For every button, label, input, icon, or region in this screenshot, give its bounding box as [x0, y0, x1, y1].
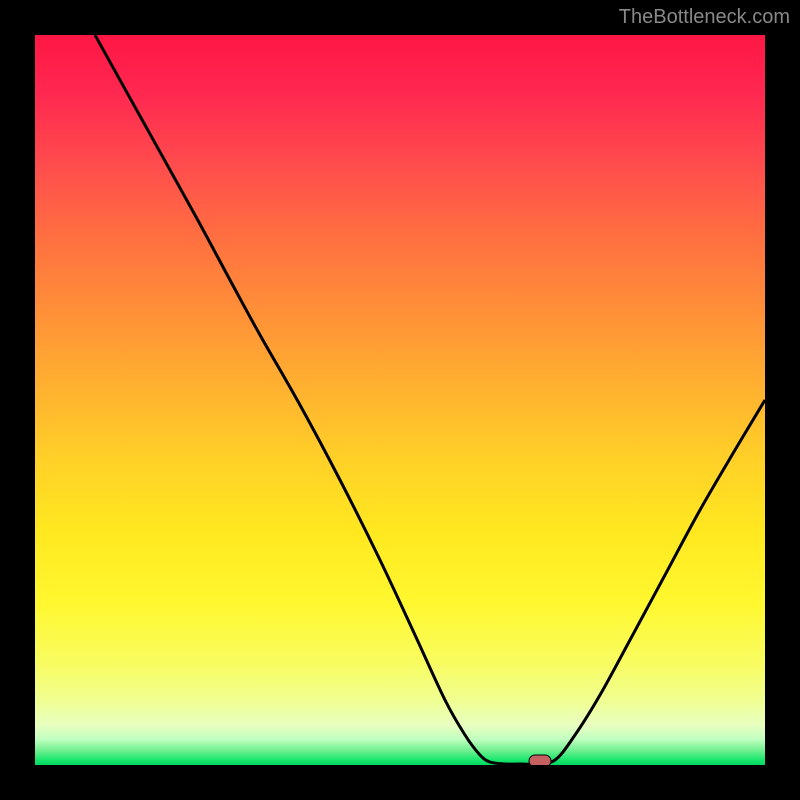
watermark-text: TheBottleneck.com: [619, 6, 790, 29]
bottleneck-curve: [95, 35, 765, 764]
chart-plot-area: [35, 35, 765, 765]
optimal-marker: [529, 755, 551, 765]
curve-layer: [35, 35, 765, 765]
